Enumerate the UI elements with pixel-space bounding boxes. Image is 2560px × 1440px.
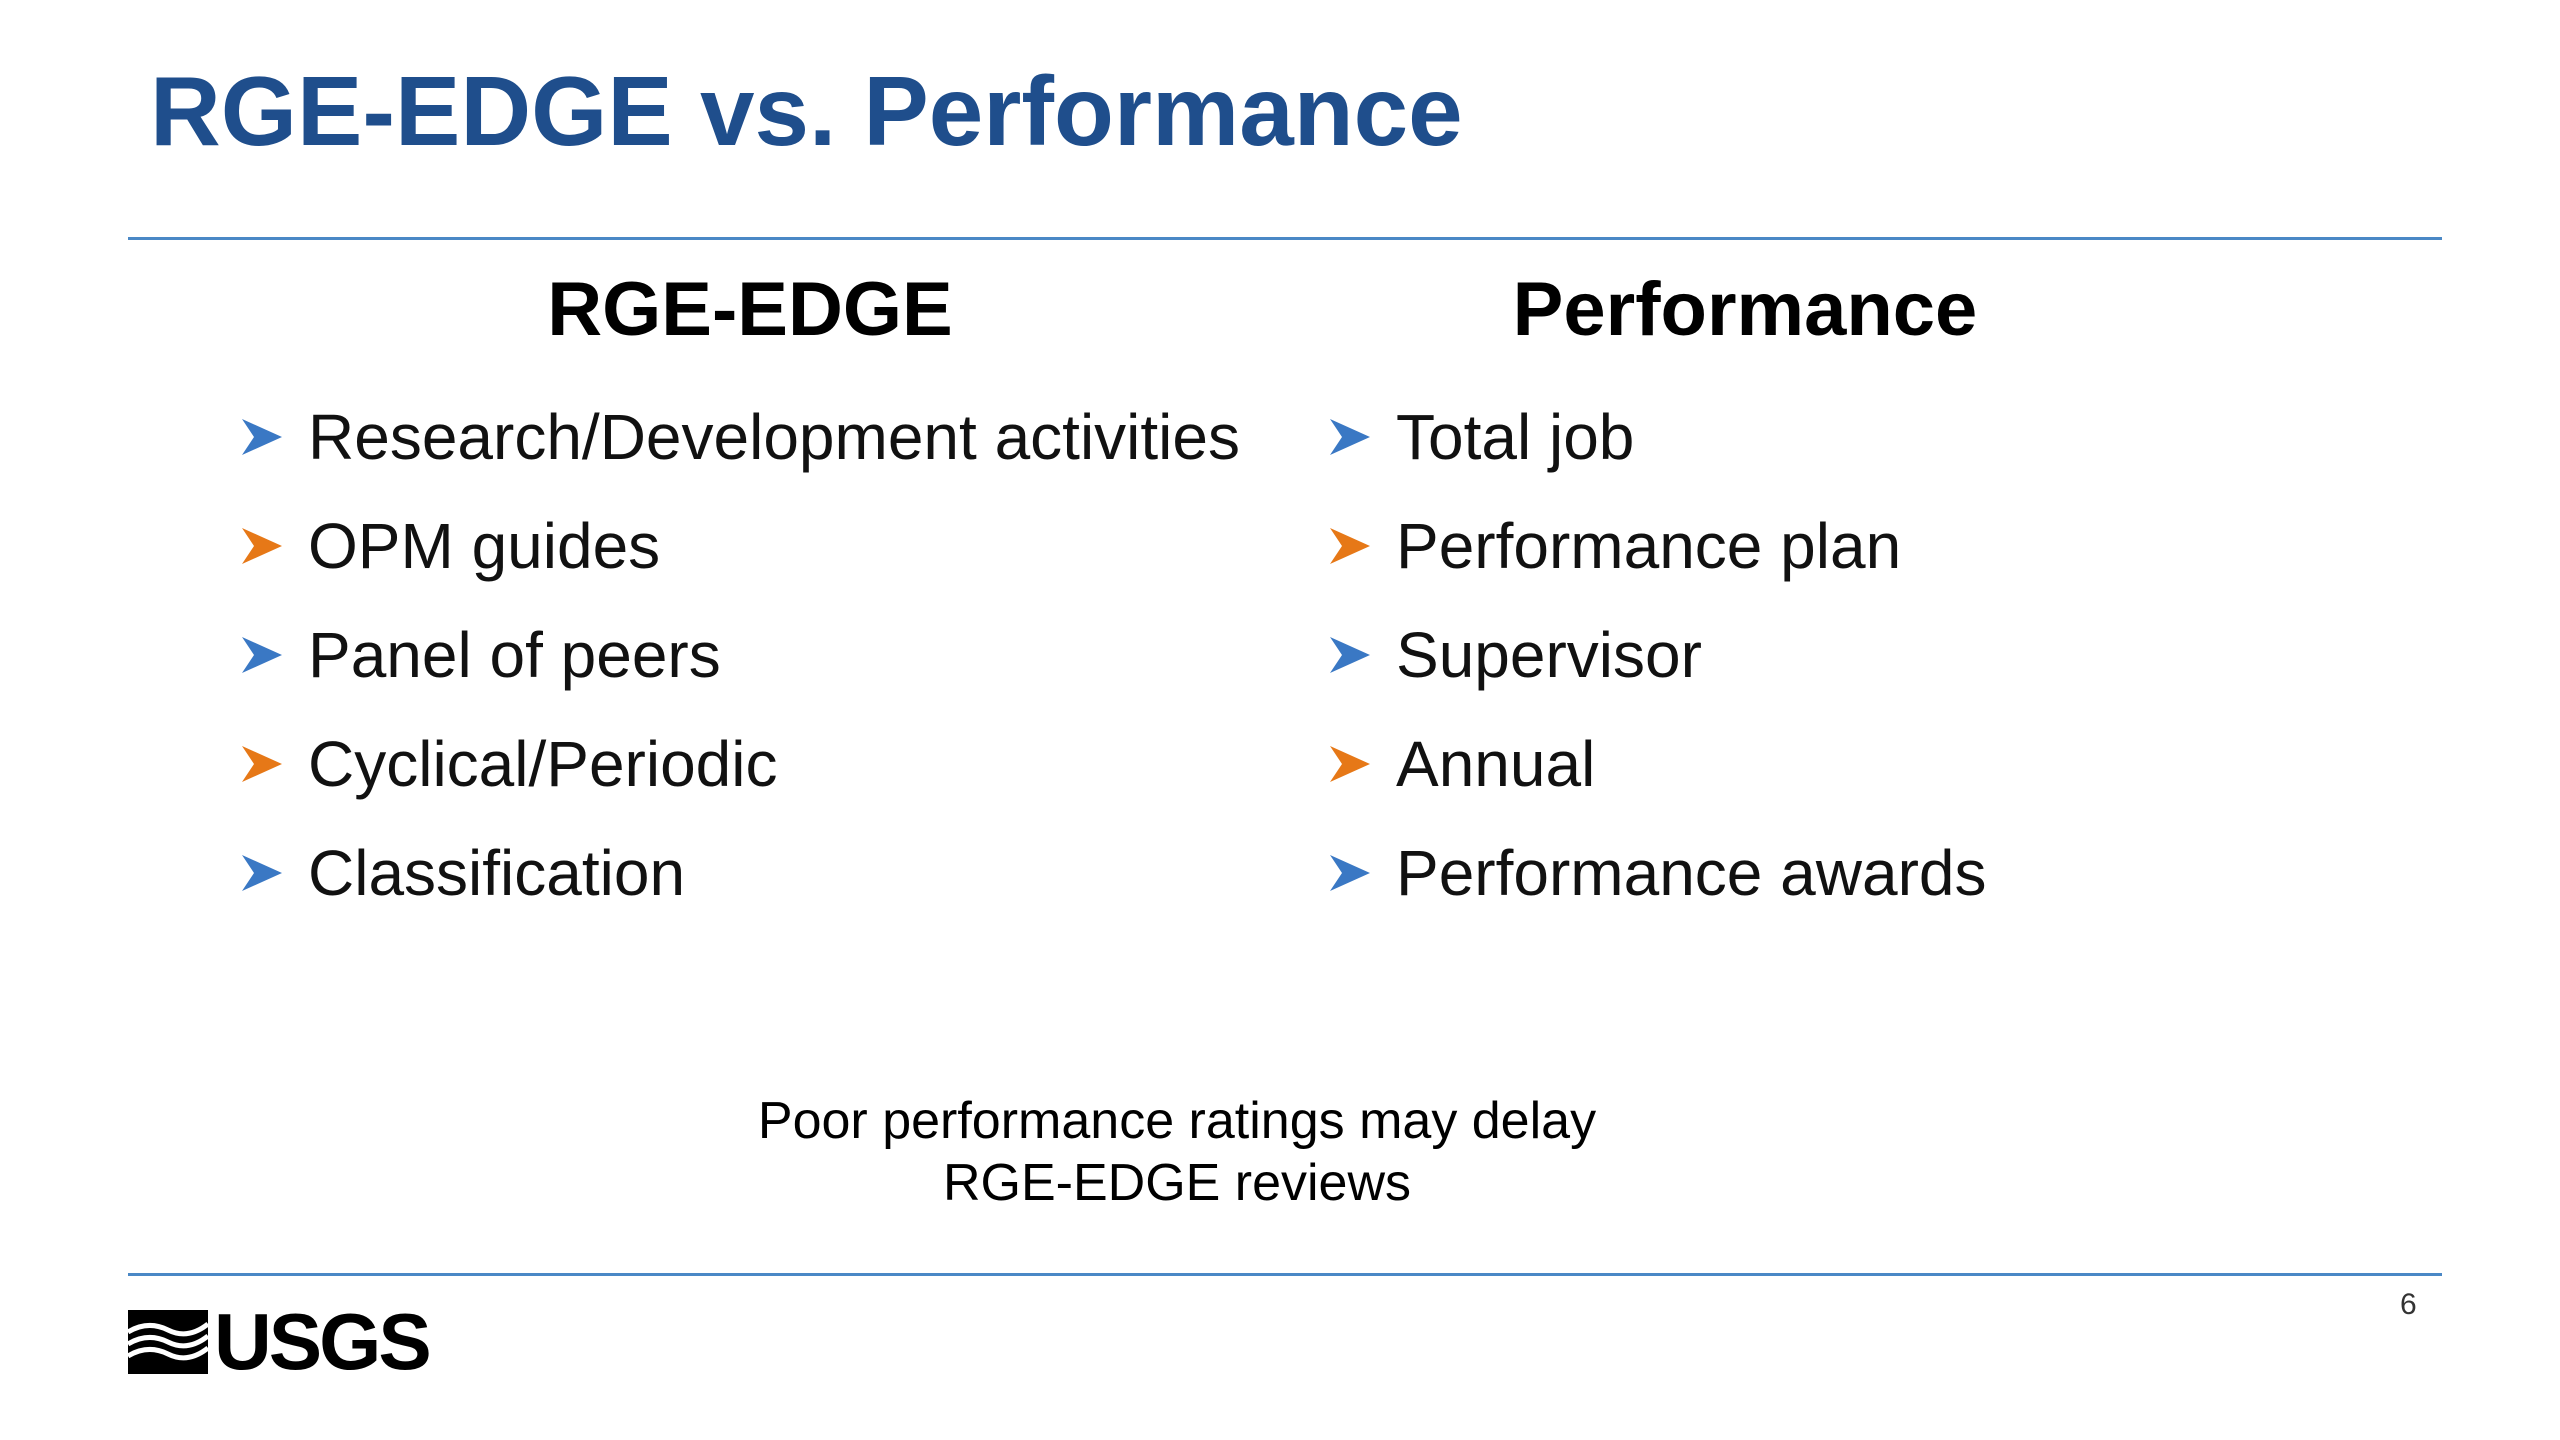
arrow-bullet-icon — [1330, 418, 1370, 455]
list-item: Total job — [1326, 382, 1986, 491]
rge-edge-list: Research/Development activities OPM guid… — [238, 382, 1240, 927]
arrow-bullet-icon — [1330, 636, 1370, 673]
top-divider — [128, 237, 2442, 240]
arrow-bullet-icon — [242, 745, 282, 782]
list-item: Performance plan — [1326, 491, 1986, 600]
list-item: Supervisor — [1326, 600, 1986, 709]
rge-edge-heading: RGE-EDGE — [547, 267, 953, 352]
bottom-divider — [128, 1273, 2442, 1276]
page-number: 6 — [2400, 1288, 2417, 1321]
arrow-bullet-icon — [242, 527, 282, 564]
performance-heading: Performance — [1512, 267, 1978, 352]
performance-list: Total job Performance plan Supervisor An… — [1326, 382, 1986, 927]
list-item-text: Performance awards — [1396, 836, 1987, 909]
footnote: Poor performance ratings may delay RGE-E… — [0, 1090, 2354, 1214]
list-item-text: Classification — [308, 836, 686, 909]
list-item: Classification — [238, 818, 1240, 927]
list-item-text: Performance plan — [1396, 509, 1902, 582]
footnote-line-2: RGE-EDGE reviews — [942, 1154, 1412, 1212]
list-item: OPM guides — [238, 491, 1240, 600]
list-item-text: Annual — [1396, 727, 1596, 800]
usgs-logo-text: USGS — [214, 1297, 432, 1386]
arrow-bullet-icon — [242, 418, 282, 455]
list-item: Performance awards — [1326, 818, 1986, 927]
list-item-text: Panel of peers — [308, 618, 721, 691]
arrow-bullet-icon — [242, 854, 282, 891]
usgs-wave-icon — [128, 1310, 208, 1374]
list-item-text: Cyclical/Periodic — [308, 727, 778, 800]
arrow-bullet-icon — [1330, 854, 1370, 891]
list-item: Research/Development activities — [238, 382, 1240, 491]
arrow-bullet-icon — [242, 636, 282, 673]
footnote-line-1: Poor performance ratings may delay — [757, 1092, 1597, 1150]
usgs-logo: USGS — [128, 1297, 432, 1386]
arrow-bullet-icon — [1330, 527, 1370, 564]
slide-title: RGE-EDGE vs. Performance — [150, 56, 1463, 166]
list-item: Cyclical/Periodic — [238, 709, 1240, 818]
list-item-text: OPM guides — [308, 509, 661, 582]
arrow-bullet-icon — [1330, 745, 1370, 782]
list-item-text: Research/Development activities — [308, 400, 1240, 473]
list-item-text: Total job — [1396, 400, 1635, 473]
list-item-text: Supervisor — [1396, 618, 1702, 691]
list-item: Panel of peers — [238, 600, 1240, 709]
list-item: Annual — [1326, 709, 1986, 818]
